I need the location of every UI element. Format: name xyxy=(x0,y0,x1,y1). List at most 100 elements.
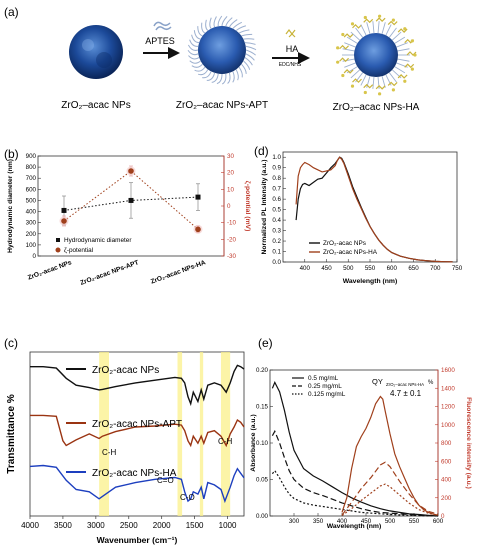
ha-unit-icon xyxy=(392,88,395,91)
apt-chain-icon xyxy=(395,37,405,43)
d-x-tick-label: 550 xyxy=(365,265,376,272)
panel-c-spectra xyxy=(30,365,244,501)
b-point-hydro xyxy=(129,198,134,203)
panel-c-ylabel: Transmittance % xyxy=(6,394,17,474)
ha-unit-icon xyxy=(341,33,344,36)
d-y-tick-label: 1.0 xyxy=(272,154,281,161)
panel-c-series-labels: ZrO₂-acac NPs ZrO₂-acac NPs-APT ZrO₂-aca… xyxy=(66,365,182,479)
c-x-tick-label: 1500 xyxy=(186,521,204,530)
apt-chain-icon xyxy=(343,49,355,51)
panel-c-label: (c) xyxy=(4,336,18,350)
apt-chain-icon xyxy=(389,28,396,38)
c-annotation-ch1: C-H xyxy=(102,448,116,457)
d-y-tick-label: 0.0 xyxy=(272,259,281,266)
apt-chain-icon xyxy=(351,32,360,40)
panel-c-frame xyxy=(30,352,244,516)
b-right-tick-label: 30 xyxy=(227,153,234,160)
b-point-hydro xyxy=(196,195,201,200)
panel-d-legend: ZrO₂-acac NPs ZrO₂-acac NPs-HA xyxy=(309,240,378,256)
panel-e-xlabel: Wavelength (nm) xyxy=(327,523,382,530)
d-x-tick-label: 600 xyxy=(387,265,398,272)
panel-d-label: (d) xyxy=(254,144,269,158)
b-left-tick-label: 500 xyxy=(26,197,37,204)
apt-chain-icon xyxy=(188,50,198,54)
c-annotation-ch2: C-H xyxy=(218,437,232,446)
e-y-right-tick-label: 800 xyxy=(441,440,452,447)
apt-chain-icon xyxy=(239,30,249,33)
panel-e-label: (e) xyxy=(258,336,273,350)
apt-chain-icon xyxy=(206,20,208,31)
np-ha-illustration xyxy=(336,15,417,96)
apt-chain-icon xyxy=(245,43,256,45)
qy-value: 4.7 ± 0.1 xyxy=(390,389,422,398)
ha-unit-icon xyxy=(403,80,406,83)
apt-chain-icon xyxy=(398,49,410,51)
ha-unit-icon xyxy=(378,92,381,95)
apt-chain-icon xyxy=(392,32,401,40)
apt-chain-icon xyxy=(367,22,370,34)
apt-chain-icon xyxy=(361,25,366,36)
c-x-tick-label: 4000 xyxy=(21,521,39,530)
panel-e-ylabel: Absorbance (a.u.) xyxy=(250,414,257,471)
e-y-right-tick-label: 600 xyxy=(441,458,452,465)
b-right-tick-label: 20 xyxy=(227,170,234,177)
c-apt-label: ZrO₂-acac NPs-APT xyxy=(92,419,182,430)
ha-unit-icon xyxy=(411,67,414,70)
np-ha-label: ZrO₂–acac NPs-HA xyxy=(333,102,420,113)
d-x-tick-label: 450 xyxy=(321,265,332,272)
apt-chain-icon xyxy=(382,22,385,34)
legend-d-bare-label: ZrO₂-acac NPs xyxy=(323,240,366,247)
c-x-tick-label: 1000 xyxy=(219,521,237,530)
ha-unit-icon xyxy=(351,22,354,25)
np-apt-illustration xyxy=(188,16,256,84)
b-right-tick-label: 10 xyxy=(227,186,234,193)
c-annotation-co1: C=O xyxy=(157,476,174,485)
apt-chain-icon xyxy=(356,28,363,38)
ha-chain-icon xyxy=(398,75,407,78)
b-category-label: ZrO₂-acac NPs xyxy=(27,259,73,281)
c-band xyxy=(177,352,182,516)
e-x-tick-label: 350 xyxy=(313,518,324,525)
panel-b-ylabel-right: ζ-potential (mV) xyxy=(244,181,251,232)
b-point-zeta xyxy=(195,227,201,233)
e-x-tick-label: 550 xyxy=(409,518,420,525)
c-bare-label: ZrO₂-acac NPs xyxy=(92,365,159,376)
c-x-tick-label: 2000 xyxy=(153,521,171,530)
edc-nhs-label: EDC/NHS xyxy=(279,62,302,68)
aptes-molecule-icon xyxy=(154,22,171,30)
ha-unit-icon xyxy=(364,16,367,19)
e-absorbance-line xyxy=(272,471,438,516)
panel-a: (a) ZrO₂–acac NPs APTES ZrO₂–acac NPs-AP… xyxy=(4,5,420,113)
ha-molecule-icon xyxy=(286,30,295,37)
c-x-tick-label: 2500 xyxy=(120,521,138,530)
apt-chain-icon xyxy=(389,73,396,83)
apt-chain-icon xyxy=(395,67,405,73)
d-y-tick-label: 0.1 xyxy=(272,249,281,256)
panel-d-lines xyxy=(296,157,453,262)
apt-chain-icon xyxy=(214,16,216,27)
d-y-tick-label: 0.7 xyxy=(272,186,281,193)
c-x-tick-label: 3500 xyxy=(54,521,72,530)
b-left-tick-label: 300 xyxy=(26,220,37,227)
e-y-right-tick-label: 0 xyxy=(441,513,445,520)
ha-chain-icon xyxy=(364,19,373,22)
d-y-tick-label: 0.4 xyxy=(272,217,281,224)
qy-subscript: ZrO₂–acac NPs-HA xyxy=(386,382,424,387)
e-absorbance-line xyxy=(272,431,438,516)
apt-chain-icon xyxy=(194,30,200,39)
apt-chain-icon xyxy=(398,59,410,61)
qy-unit: % xyxy=(428,380,434,386)
apt-chain-icon xyxy=(192,64,203,67)
apt-chain-icon xyxy=(246,46,256,50)
b-left-tick-label: 800 xyxy=(26,164,37,171)
b-right-tick-label: -20 xyxy=(227,236,237,243)
apt-chain-icon xyxy=(236,26,246,31)
e-legend-025-label: 0.25 mg/mL xyxy=(308,383,342,390)
ha-unit-icon xyxy=(378,15,381,18)
